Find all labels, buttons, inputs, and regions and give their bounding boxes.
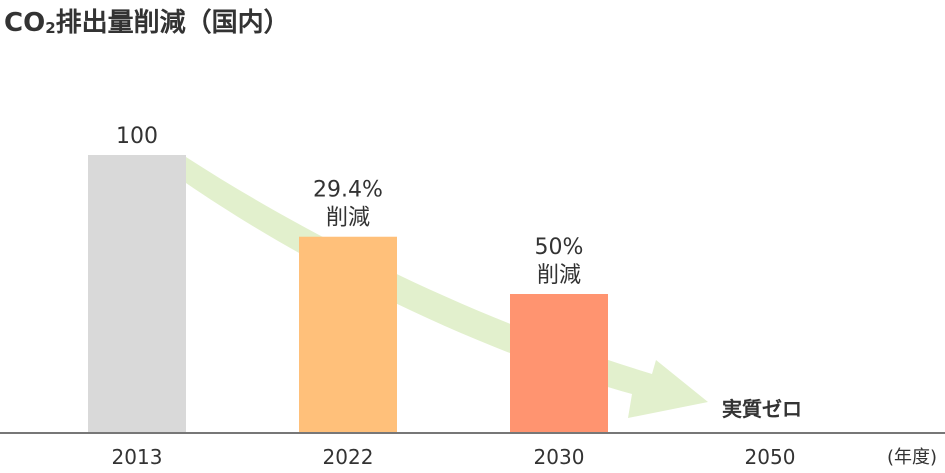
title-prefix: CO (4, 8, 46, 38)
trend-arrow (186, 157, 708, 418)
title-suffix: 排出量削減（国内） (55, 8, 290, 38)
x-unit-label: (年度) (887, 447, 937, 468)
x-tick-label-2030: 2030 (534, 445, 585, 469)
chart-title: CO2排出量削減（国内） (4, 6, 290, 45)
x-tick-label-2022: 2022 (323, 445, 374, 469)
bar-label-2030-line-0: 50% (535, 235, 584, 260)
bar-label-2030-line-1: 削減 (537, 263, 581, 288)
bar-label-2013-line-0: 100 (116, 124, 158, 149)
bar-2013 (88, 155, 186, 433)
bar-label-2022-line-0: 29.4% (313, 178, 383, 203)
bar-2022 (299, 236, 397, 433)
bar-label-2050: 実質ゼロ (722, 397, 802, 421)
bar-2030 (510, 294, 608, 433)
bar-label-2022-line-1: 削減 (326, 206, 370, 231)
x-tick-label-2013: 2013 (112, 445, 163, 469)
x-tick-label-2050: 2050 (745, 445, 796, 469)
title-subscript: 2 (45, 19, 56, 37)
